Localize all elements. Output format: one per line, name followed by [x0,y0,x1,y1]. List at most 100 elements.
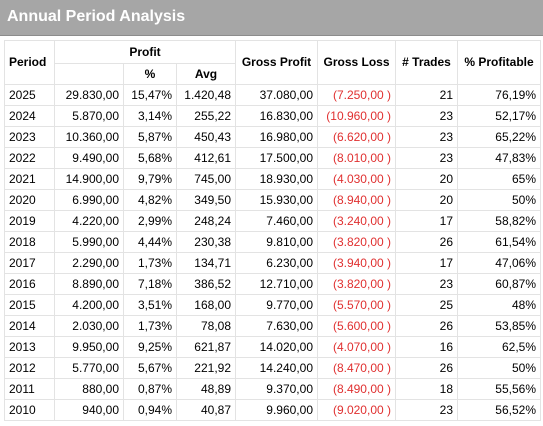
header-profit-value[interactable] [54,63,124,85]
cell-gross-loss: (3.240,00 ) [317,210,396,232]
header-period[interactable]: Period [4,40,55,85]
table-row[interactable]: 2017 2.290,00 1,73% 134,71 6.230,00 (3.940,00… [4,252,541,274]
table-row[interactable]: 2015 4.200,00 3,51% 168,00 9.770,00 (5.570,00… [4,294,541,316]
cell-gross-loss: (10.960,00 ) [317,105,396,127]
header-profit-avg[interactable]: Avg [176,63,236,85]
cell-profit-pct: 1,73% [123,315,177,337]
cell-period: 2020 [4,189,55,211]
cell-gross-loss: (9.020,00 ) [317,399,396,421]
cell-period: 2012 [4,357,55,379]
table-row[interactable]: 2020 6.990,00 4,82% 349,50 15.930,00 (8.940,0… [4,189,541,211]
cell-profit-avg: 450,43 [176,126,236,148]
cell-profit-pct: 9,79% [123,168,177,190]
cell-gross-profit: 9.810,00 [235,231,318,253]
cell-profit: 940,00 [54,399,124,421]
cell-profit: 8.890,00 [54,273,124,295]
cell-profit-pct: 4,44% [123,231,177,253]
cell-profit-pct: 5,87% [123,126,177,148]
cell-gross-loss: (4.030,00 ) [317,168,396,190]
cell-trades: 26 [395,357,458,379]
cell-gross-profit: 15.930,00 [235,189,318,211]
cell-profit-pct: 3,51% [123,294,177,316]
cell-profit: 5.990,00 [54,231,124,253]
cell-profit-avg: 255,22 [176,105,236,127]
header-trades[interactable]: # Trades [395,40,458,85]
table-body: 2025 29.830,00 15,47% 1.420,48 37.080,00 (7.2… [4,84,541,421]
cell-profit-avg: 40,87 [176,399,236,421]
cell-trades: 17 [395,252,458,274]
cell-period: 2014 [4,315,55,337]
cell-profit-avg: 230,38 [176,231,236,253]
cell-gross-loss: (4.070,00 ) [317,336,396,358]
cell-gross-loss: (3.820,00 ) [317,273,396,295]
cell-period: 2022 [4,147,55,169]
cell-pct-profitable: 47,06% [457,252,541,274]
table-row[interactable]: 2011 880,00 0,87% 48,89 9.370,00 (8.490,00 ) 1… [4,378,541,400]
cell-period: 2013 [4,336,55,358]
cell-profit-avg: 349,50 [176,189,236,211]
table-row[interactable]: 2018 5.990,00 4,44% 230,38 9.810,00 (3.820,00… [4,231,541,253]
cell-pct-profitable: 60,87% [457,273,541,295]
cell-gross-loss: (8.490,00 ) [317,378,396,400]
cell-period: 2016 [4,273,55,295]
window-title-bar: Annual Period Analysis [0,0,543,36]
table-row[interactable]: 2014 2.030,00 1,73% 78,08 7.630,00 (5.600,00 … [4,315,541,337]
cell-trades: 23 [395,399,458,421]
cell-pct-profitable: 50% [457,357,541,379]
cell-pct-profitable: 62,5% [457,336,541,358]
table-row[interactable]: 2019 4.220,00 2,99% 248,24 7.460,00 (3.240,00… [4,210,541,232]
cell-trades: 23 [395,126,458,148]
cell-gross-profit: 9.370,00 [235,378,318,400]
cell-trades: 23 [395,273,458,295]
cell-gross-loss: (5.570,00 ) [317,294,396,316]
cell-profit-pct: 7,18% [123,273,177,295]
header-gross-profit[interactable]: Gross Profit [235,40,318,85]
cell-pct-profitable: 47,83% [457,147,541,169]
header-gross-loss[interactable]: Gross Loss [317,40,396,85]
cell-trades: 18 [395,378,458,400]
cell-period: 2021 [4,168,55,190]
cell-pct-profitable: 52,17% [457,105,541,127]
table-row[interactable]: 2013 9.950,00 9,25% 621,87 14.020,00 (4.070,0… [4,336,541,358]
cell-profit-avg: 221,92 [176,357,236,379]
cell-gross-loss: (3.820,00 ) [317,231,396,253]
cell-profit: 14.900,00 [54,168,124,190]
cell-profit: 5.770,00 [54,357,124,379]
table-row[interactable]: 2010 940,00 0,94% 40,87 9.960,00 (9.020,00 ) 2… [4,399,541,421]
table-row[interactable]: 2025 29.830,00 15,47% 1.420,48 37.080,00 (7.2… [4,84,541,106]
cell-pct-profitable: 55,56% [457,378,541,400]
cell-gross-loss: (8.470,00 ) [317,357,396,379]
cell-profit-pct: 0,87% [123,378,177,400]
cell-profit-avg: 621,87 [176,336,236,358]
header-pct-profitable[interactable]: % Profitable [457,40,541,85]
cell-pct-profitable: 61,54% [457,231,541,253]
cell-gross-loss: (5.600,00 ) [317,315,396,337]
cell-profit: 4.220,00 [54,210,124,232]
table-row[interactable]: 2016 8.890,00 7,18% 386,52 12.710,00 (3.820,0… [4,273,541,295]
table-row[interactable]: 2012 5.770,00 5,67% 221,92 14.240,00 (8.470,0… [4,357,541,379]
cell-trades: 16 [395,336,458,358]
table-row[interactable]: 2024 5.870,00 3,14% 255,22 16.830,00 (10.960,… [4,105,541,127]
cell-pct-profitable: 58,82% [457,210,541,232]
cell-gross-loss: (3.940,00 ) [317,252,396,274]
cell-trades: 25 [395,294,458,316]
cell-trades: 21 [395,84,458,106]
cell-pct-profitable: 53,85% [457,315,541,337]
cell-period: 2024 [4,105,55,127]
table-row[interactable]: 2023 10.360,00 5,87% 450,43 16.980,00 (6.620,… [4,126,541,148]
cell-profit: 9.950,00 [54,336,124,358]
cell-trades: 26 [395,315,458,337]
table-row[interactable]: 2022 9.490,00 5,68% 412,61 17.500,00 (8.010,0… [4,147,541,169]
cell-pct-profitable: 56,52% [457,399,541,421]
cell-gross-profit: 14.020,00 [235,336,318,358]
header-profit-pct[interactable]: % [123,63,177,85]
cell-profit-avg: 1.420,48 [176,84,236,106]
cell-profit-avg: 48,89 [176,378,236,400]
cell-profit: 880,00 [54,378,124,400]
cell-profit: 2.030,00 [54,315,124,337]
cell-gross-loss: (6.620,00 ) [317,126,396,148]
header-profit[interactable]: Profit [54,40,236,64]
cell-gross-profit: 9.960,00 [235,399,318,421]
table-row[interactable]: 2021 14.900,00 9,79% 745,00 18.930,00 (4.030,… [4,168,541,190]
cell-profit: 9.490,00 [54,147,124,169]
